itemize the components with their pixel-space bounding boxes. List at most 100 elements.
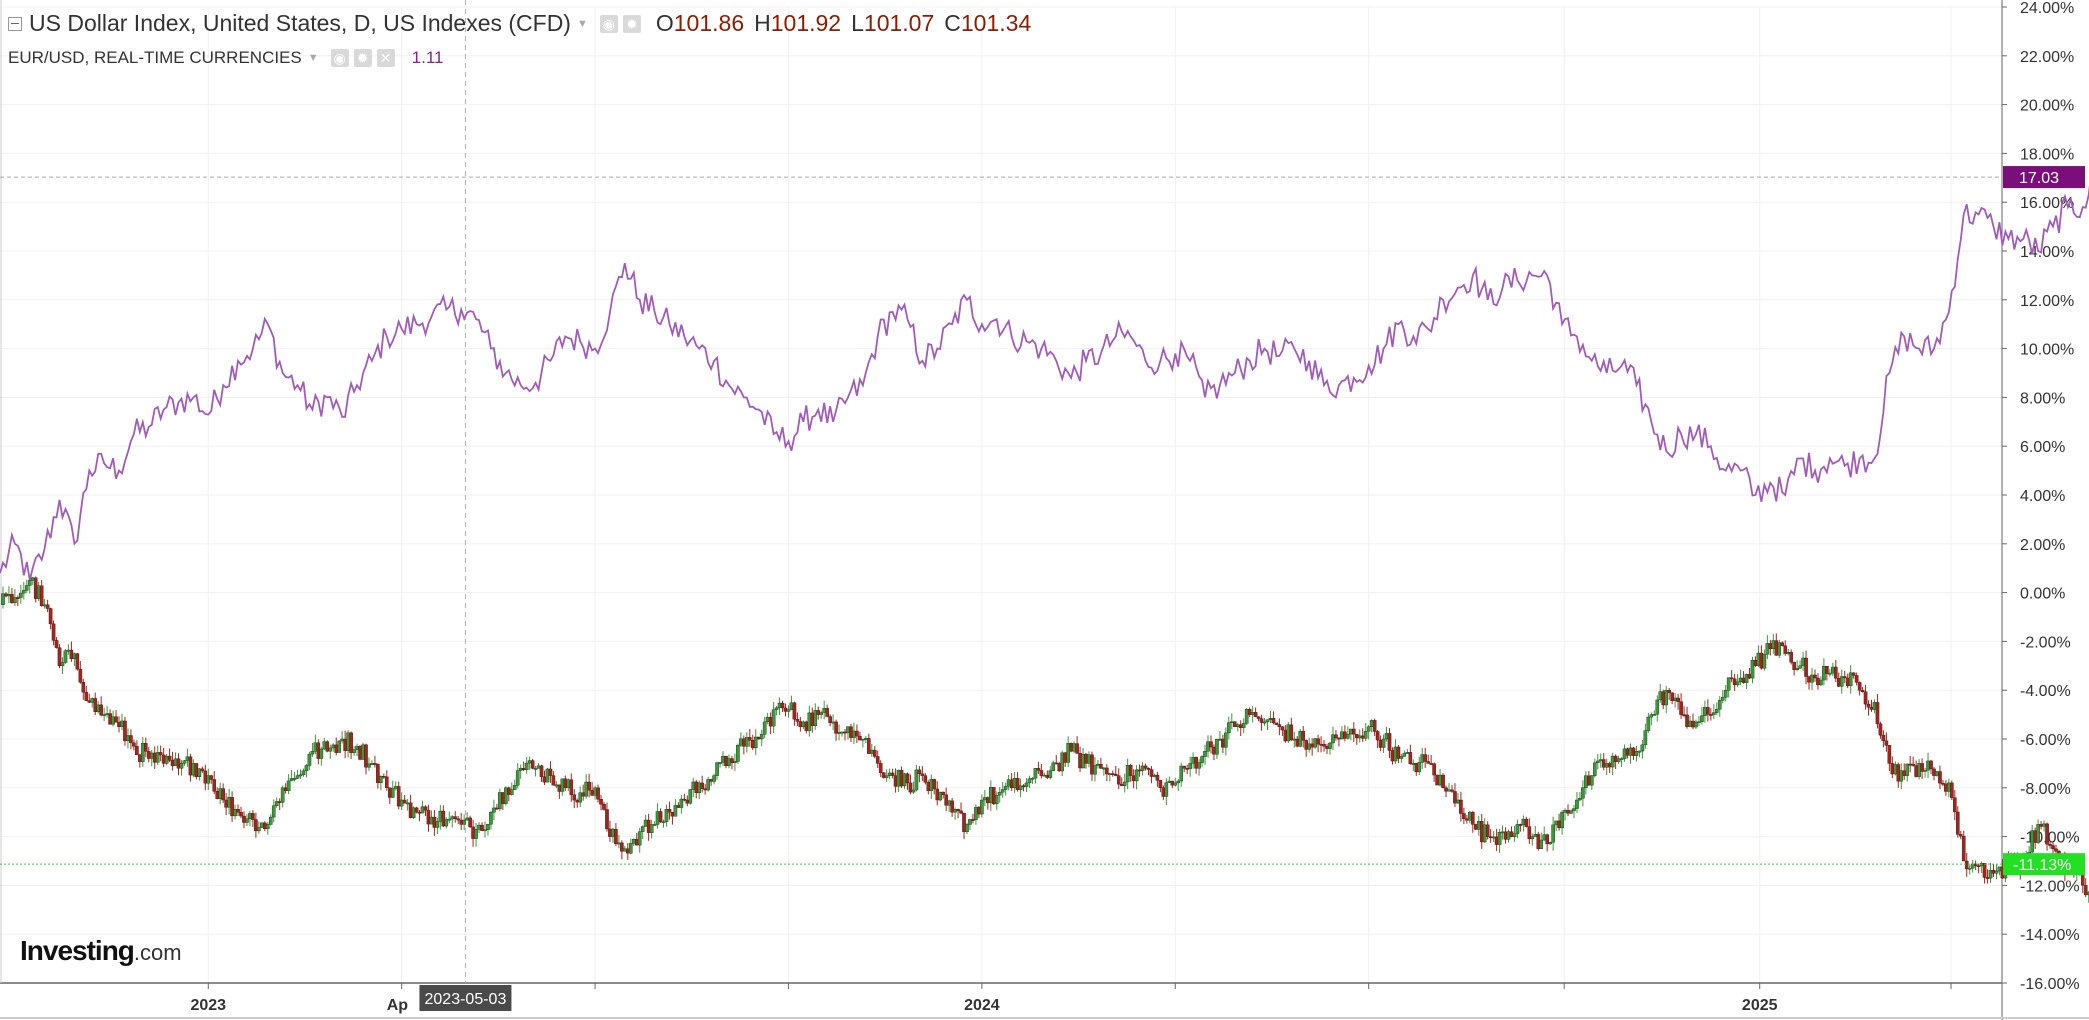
candle-body bbox=[1072, 743, 1076, 752]
candle-body bbox=[926, 782, 931, 792]
candle-body bbox=[24, 585, 29, 591]
settings-icon[interactable]: ✹ bbox=[622, 14, 641, 33]
x-tick-label: 2024 bbox=[964, 997, 1000, 1014]
candle-body bbox=[605, 809, 609, 830]
candle-body bbox=[1622, 748, 1627, 759]
close-label: C bbox=[944, 10, 961, 36]
candle-body bbox=[1518, 824, 1523, 826]
candle-body bbox=[2039, 824, 2043, 827]
main-series-dropdown-icon[interactable]: ▼ bbox=[576, 17, 588, 30]
main-series-title[interactable]: US Dollar Index, United States, D, US In… bbox=[29, 10, 571, 36]
candle-body bbox=[798, 721, 803, 728]
candle-body bbox=[530, 760, 535, 769]
candle-body bbox=[1899, 770, 1904, 782]
candle-body bbox=[1590, 775, 1594, 786]
candle-body bbox=[1485, 824, 1490, 837]
candle-body bbox=[102, 714, 106, 716]
collapse-legend-icon[interactable] bbox=[8, 16, 22, 31]
candle-body bbox=[135, 746, 139, 756]
candle-body bbox=[396, 786, 401, 807]
candle-body bbox=[1691, 720, 1695, 728]
candle-body bbox=[334, 744, 339, 753]
compare-settings-icon[interactable]: ✹ bbox=[353, 49, 372, 67]
candle-body bbox=[756, 736, 761, 740]
candle-body bbox=[408, 802, 413, 818]
candle-body bbox=[1810, 674, 1814, 683]
candle-body bbox=[706, 779, 710, 791]
candle-body bbox=[1259, 718, 1264, 723]
candle-body bbox=[688, 789, 693, 804]
candle-body bbox=[402, 799, 407, 804]
candle-body bbox=[414, 807, 419, 813]
candle-body bbox=[655, 811, 660, 825]
visibility-icon[interactable]: ◉ bbox=[599, 14, 618, 33]
candle-body bbox=[277, 801, 282, 803]
candle-body bbox=[1, 593, 5, 605]
compare-visibility-icon[interactable]: ◉ bbox=[330, 49, 349, 67]
candle-body bbox=[331, 744, 336, 749]
candle-body bbox=[1967, 867, 1972, 870]
investing-logo[interactable]: Investing.com bbox=[20, 935, 182, 967]
candle-body bbox=[1221, 738, 1225, 748]
candle-body bbox=[718, 762, 722, 764]
candle-body bbox=[236, 809, 240, 813]
candle-body bbox=[2083, 885, 2088, 896]
candle-body bbox=[1988, 870, 1993, 879]
compare-series-dropdown-icon[interactable]: ▼ bbox=[307, 52, 319, 64]
y-tick-label: -4.00% bbox=[2020, 683, 2071, 700]
candle-body bbox=[1554, 820, 1558, 826]
logo-suffix: .com bbox=[133, 940, 182, 965]
candle-body bbox=[1078, 753, 1082, 769]
candle-body bbox=[1057, 763, 1062, 772]
candle-body bbox=[1143, 765, 1148, 769]
candle-body bbox=[1762, 653, 1767, 669]
eurusd-last-value-label: 17.03 bbox=[2019, 170, 2059, 187]
candle-body bbox=[932, 779, 937, 790]
candle-body bbox=[1598, 759, 1603, 762]
candle-body bbox=[1063, 752, 1067, 763]
candle-body bbox=[1235, 724, 1240, 728]
candle-body bbox=[1831, 666, 1835, 674]
candle-body bbox=[1926, 760, 1930, 771]
candle-body bbox=[1093, 765, 1097, 775]
candle-body bbox=[789, 702, 794, 710]
candle-body bbox=[747, 737, 752, 741]
candle-body bbox=[1801, 657, 1805, 666]
candle-body bbox=[1706, 707, 1710, 715]
candle-body bbox=[361, 744, 365, 760]
candle-body bbox=[753, 736, 758, 749]
candle-body bbox=[1685, 714, 1689, 727]
candle-body bbox=[1709, 714, 1713, 716]
candle-body bbox=[319, 748, 324, 759]
y-tick-label: 24.00% bbox=[2020, 0, 2074, 17]
remove-compare-icon[interactable]: ✕ bbox=[376, 49, 395, 67]
candle-body bbox=[988, 787, 993, 804]
candle-body bbox=[158, 752, 163, 756]
candle-body bbox=[105, 713, 109, 715]
candle-body bbox=[358, 746, 362, 760]
candle-body bbox=[465, 817, 469, 821]
candle-body bbox=[212, 779, 217, 792]
candle-body bbox=[1289, 724, 1294, 741]
candle-body bbox=[1170, 780, 1175, 786]
candle-body bbox=[709, 779, 713, 782]
candle-body bbox=[881, 772, 886, 778]
compare-series-title[interactable]: EUR/USD, REAL-TIME CURRENCIES bbox=[8, 48, 302, 67]
candle-body bbox=[1768, 643, 1773, 649]
candle-body bbox=[1661, 691, 1666, 706]
candle-body bbox=[1390, 750, 1395, 762]
candle-body bbox=[78, 668, 83, 683]
candle-body bbox=[1000, 789, 1005, 793]
candle-body bbox=[1500, 831, 1505, 834]
candle-body bbox=[1935, 771, 1939, 776]
candle-body bbox=[301, 770, 306, 775]
candle-body bbox=[349, 732, 353, 753]
candle-body bbox=[1759, 652, 1764, 669]
candle-body bbox=[1027, 778, 1032, 784]
candle-body bbox=[215, 791, 220, 799]
candle-body bbox=[1839, 676, 1844, 687]
candle-body bbox=[1295, 738, 1300, 747]
candle-body bbox=[685, 799, 690, 804]
candle-body bbox=[2051, 845, 2055, 849]
